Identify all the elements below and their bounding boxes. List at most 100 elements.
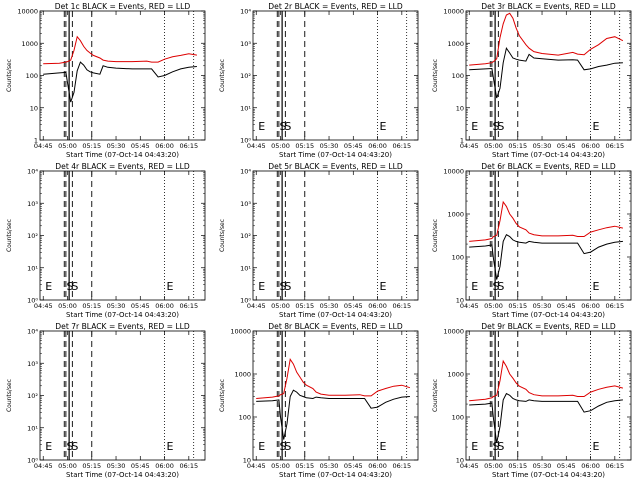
y-axis-label: Counts/sec [432, 219, 439, 252]
event-label-s: S [67, 440, 74, 453]
event-label-e: E [380, 280, 387, 293]
y-tick-label: 10³ [240, 40, 251, 48]
x-tick-label: 06:00 [581, 302, 600, 310]
y-tick-label: 10000 [17, 8, 38, 16]
event-label-e: E [593, 280, 600, 293]
event-label-e: E [167, 440, 174, 453]
chart-title: Det 4r BLACK = Events, RED = LLD [55, 162, 190, 171]
x-tick-label: 05:15 [508, 462, 527, 470]
x-axis-label: Start Time (07-Oct-14 04:43:20) [279, 471, 392, 479]
x-tick-label: 05:15 [295, 142, 314, 150]
event-label-s: S [493, 280, 500, 293]
detector-panel-9: Det 9r BLACK = Events, RED = LLD Counts/s… [426, 320, 639, 480]
series-group [469, 359, 624, 443]
y-tick-label: 10³ [27, 200, 38, 208]
y-tick-label: 1000 [447, 371, 464, 379]
x-tick-label: 05:15 [295, 302, 314, 310]
y-tick-label: 100 [452, 414, 464, 422]
x-axis-label: Start Time (07-Oct-14 04:43:20) [279, 311, 392, 319]
chart-svg: Det 9r BLACK = Events, RED = LLD Counts/s… [432, 322, 632, 479]
event-label-e: E [45, 440, 52, 453]
x-tick-label: 04:45 [34, 302, 53, 310]
series-group [469, 200, 624, 280]
event-label-s: S [67, 280, 74, 293]
x-tick-label: 06:15 [179, 302, 198, 310]
y-tick-label: 10000 [443, 8, 464, 16]
lld-series-line [469, 359, 624, 402]
x-tick-label: 06:00 [155, 462, 174, 470]
event-label-e: E [471, 440, 478, 453]
chart-title: Det 2r BLACK = Events, RED = LLD [268, 2, 403, 11]
y-tick-label: 1000 [234, 371, 251, 379]
detector-panel-2: Det 2r BLACK = Events, RED = LLD Counts/s… [213, 0, 426, 160]
y-tick-label: 10² [27, 392, 38, 400]
plot-frame [39, 10, 206, 141]
chart-title: Det 7r BLACK = Events, RED = LLD [55, 322, 190, 331]
x-tick-label: 04:45 [34, 142, 53, 150]
y-tick-label: 10⁰ [240, 137, 251, 145]
lld-series-line [43, 35, 197, 65]
x-axis-label: Start Time (07-Oct-14 04:43:20) [492, 311, 605, 319]
detector-panel-7: Det 7r BLACK = Events, RED = LLD Counts/s… [0, 320, 213, 480]
x-tick-label: 06:00 [581, 142, 600, 150]
event-label-s: S [493, 120, 500, 133]
x-tick-label: 05:00 [484, 302, 503, 310]
event-label-s: S [284, 280, 291, 293]
event-label-s: S [280, 120, 287, 133]
x-tick-label: 05:15 [82, 302, 101, 310]
event-label-s: S [284, 120, 291, 133]
event-label-e: E [593, 440, 600, 453]
y-tick-label: 10³ [27, 360, 38, 368]
event-label-e: E [471, 120, 478, 133]
x-tick-label: 06:15 [605, 302, 624, 310]
y-axis-label: Counts/sec [219, 379, 226, 412]
x-tick-label: 05:15 [82, 462, 101, 470]
y-tick-label: 1 [460, 137, 464, 145]
event-label-s: S [280, 440, 287, 453]
chart-svg: Det 7r BLACK = Events, RED = LLD Counts/s… [6, 322, 206, 479]
plot-frame [465, 330, 632, 461]
chart-svg: Det 5r BLACK = Events, RED = LLD Counts/s… [219, 162, 419, 319]
y-axis-label: Counts/sec [219, 219, 226, 252]
plot-frame [252, 10, 419, 141]
x-tick-label: 05:45 [344, 462, 363, 470]
event-label-s: S [493, 440, 500, 453]
y-tick-label: 10000 [443, 328, 464, 336]
chart-title: Det 5r BLACK = Events, RED = LLD [268, 162, 403, 171]
detector-panel-3: Det 3r BLACK = Events, RED = LLD Counts/s… [426, 0, 639, 160]
x-axis-label: Start Time (07-Oct-14 04:43:20) [492, 471, 605, 479]
x-tick-label: 05:00 [58, 142, 77, 150]
event-label-e: E [258, 120, 265, 133]
x-tick-label: 05:00 [271, 302, 290, 310]
chart-title: Det 8r BLACK = Events, RED = LLD [268, 322, 403, 331]
chart-svg: Det 4r BLACK = Events, RED = LLD Counts/s… [6, 162, 206, 319]
y-axis-label: Counts/sec [6, 379, 13, 412]
detector-panel-8: Det 8r BLACK = Events, RED = LLD Counts/s… [213, 320, 426, 480]
y-axis-label: Counts/sec [219, 59, 226, 92]
detector-panel-5: Det 5r BLACK = Events, RED = LLD Counts/s… [213, 160, 426, 320]
event-label-s: S [284, 440, 291, 453]
x-tick-label: 05:45 [131, 302, 150, 310]
plot-frame [465, 170, 632, 301]
x-tick-label: 06:00 [581, 462, 600, 470]
x-tick-label: 05:30 [320, 302, 339, 310]
plot-frame [252, 170, 419, 301]
plot-frame [465, 10, 632, 141]
y-axis-label: Counts/sec [432, 379, 439, 412]
y-tick-label: 10 [456, 457, 464, 465]
y-tick-label: 10000 [443, 168, 464, 176]
y-tick-label: 10² [240, 232, 251, 240]
series-group [256, 357, 411, 440]
x-tick-label: 05:45 [131, 142, 150, 150]
x-tick-label: 06:15 [392, 142, 411, 150]
x-tick-label: 05:30 [107, 142, 126, 150]
event-label-e: E [593, 120, 600, 133]
y-tick-label: 10 [243, 457, 251, 465]
x-tick-label: 04:45 [34, 462, 53, 470]
x-tick-label: 05:00 [271, 462, 290, 470]
chart-svg: Det 3r BLACK = Events, RED = LLD Counts/s… [432, 2, 632, 159]
x-tick-label: 06:00 [368, 142, 387, 150]
x-tick-label: 05:30 [107, 462, 126, 470]
x-tick-label: 05:45 [131, 462, 150, 470]
